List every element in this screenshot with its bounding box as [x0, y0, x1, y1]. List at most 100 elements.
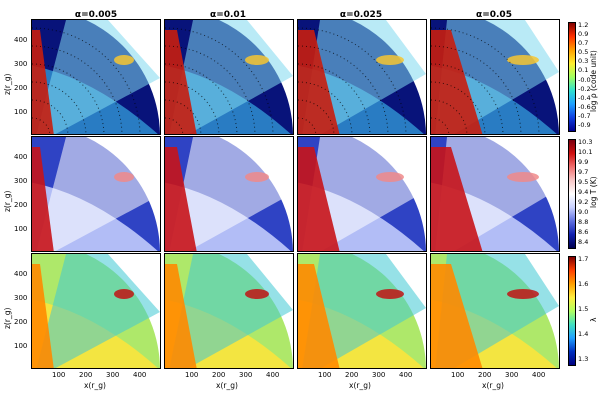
outflow-cone: [36, 137, 160, 251]
jet-region: [165, 147, 197, 251]
panel-temperature-col4: [430, 136, 560, 252]
colorbar-tick-label: 9.5: [578, 178, 589, 186]
streamline-arc: [165, 63, 238, 134]
panel-temperature-col1: [31, 136, 161, 252]
colorbar-tick-label: 0.3: [578, 57, 589, 66]
colorbar-tick-label: 8.4: [578, 238, 589, 246]
colorbar-tick-label: 9.0: [578, 208, 589, 216]
streamline-arc: [32, 63, 105, 134]
panel-density-col2: [164, 19, 294, 135]
column-title-2: α=0.01: [210, 10, 246, 20]
y-tick-label: 200: [14, 201, 28, 209]
streamline-arc: [32, 27, 141, 134]
streamline-arc: [298, 63, 371, 134]
x-tick-label: 100: [451, 371, 465, 379]
streamline-arc: [431, 63, 504, 134]
x-tick-label: 200: [478, 371, 492, 379]
colorbar-tick-label: 8.8: [578, 218, 589, 226]
hotspot-feature: [507, 289, 539, 299]
jet-region: [165, 30, 197, 134]
colorbar-tick-label: 1.6: [578, 280, 589, 288]
jet-region: [32, 30, 54, 134]
panel-lambda-col2: [164, 253, 294, 369]
x-tick-label: 100: [318, 371, 332, 379]
streamline-arc: [32, 99, 69, 134]
colorbar-tick-label: -0.2: [578, 84, 591, 93]
streamline-arc: [298, 27, 407, 134]
hotspot-feature: [245, 172, 269, 182]
colorbar-tick-label: -0.7: [578, 111, 591, 120]
streamline-arc: [298, 99, 335, 134]
colorbar-tick-label: 1.4: [578, 330, 589, 338]
y-tick-label: 400: [14, 153, 28, 161]
colorbar-tick-label: -0.9: [578, 121, 591, 129]
hotspot-feature: [376, 55, 404, 65]
x-tick-label: 100: [185, 371, 199, 379]
outflow-cone: [169, 254, 293, 368]
y-tick-label: 300: [14, 294, 28, 302]
hotspot-feature: [114, 55, 134, 65]
hotspot-feature: [507, 55, 539, 65]
x-tick-label: 200: [79, 371, 93, 379]
colorbar-lambda: [568, 256, 576, 366]
x-tick-label: 300: [239, 371, 253, 379]
colorbar-tick-label: 10.3: [578, 138, 593, 146]
outflow-cone: [36, 20, 160, 134]
y-axis-label-row-2: z(r_g): [3, 190, 12, 212]
colorbar-label-lambda: λ: [589, 317, 598, 322]
colorbar-tick-label: -0.6: [578, 102, 591, 111]
hotspot-feature: [245, 55, 269, 65]
panel-density-col1: [31, 19, 161, 135]
panel-lambda-col4: [430, 253, 560, 369]
hotspot-feature: [376, 172, 404, 182]
jet-region: [32, 264, 54, 368]
x-tick-label: 300: [372, 371, 386, 379]
streamline-arc: [431, 99, 468, 134]
colorbar-tick-label: 0.1: [578, 66, 589, 75]
x-axis-label-3: x(r_g): [349, 381, 371, 390]
colorbar-label-temperature: log T (K): [589, 176, 598, 208]
hotspot-feature: [114, 289, 134, 299]
panel-lambda-col1: [31, 253, 161, 369]
outflow-cone: [169, 137, 293, 251]
column-title-4: α=0.05: [476, 10, 512, 20]
y-axis-label-row-3: z(r_g): [3, 307, 12, 329]
colorbar-tick-label: 1.2: [578, 21, 589, 29]
jet-region: [431, 264, 483, 368]
y-tick-label: 100: [14, 108, 28, 116]
jet-region: [431, 30, 483, 134]
streamline-arc: [431, 27, 540, 134]
jet-region: [32, 147, 54, 251]
streamline-arc: [165, 27, 274, 134]
colorbar-tick-label: 1.3: [578, 355, 589, 363]
colorbar-tick-label: 0.5: [578, 48, 589, 57]
column-title-3: α=0.025: [339, 10, 383, 20]
colorbar-tick-label: 9.2: [578, 198, 589, 206]
x-tick-label: 400: [532, 371, 546, 379]
streamline-arc: [165, 99, 202, 134]
colorbar-density: [568, 22, 576, 132]
colorbar-tick-label: -0.4: [578, 93, 591, 102]
colorbar-tick-label: 9.7: [578, 168, 589, 176]
x-tick-label: 400: [266, 371, 280, 379]
x-tick-label: 400: [133, 371, 147, 379]
panel-temperature-col2: [164, 136, 294, 252]
outflow-cone: [302, 20, 426, 134]
colorbar-tick-label: -0.0: [578, 75, 591, 84]
jet-region: [298, 30, 340, 134]
jet-region: [298, 264, 340, 368]
colorbar-tick-label: 10.1: [578, 148, 593, 156]
x-axis-label-4: x(r_g): [482, 381, 504, 390]
colorbar-tick-label: 0.7: [578, 39, 589, 48]
y-tick-label: 100: [14, 225, 28, 233]
panel-lambda-col3: [297, 253, 427, 369]
x-tick-label: 200: [212, 371, 226, 379]
x-tick-label: 400: [399, 371, 413, 379]
panel-density-col4: [430, 19, 560, 135]
jet-region: [165, 264, 197, 368]
y-tick-label: 400: [14, 270, 28, 278]
y-axis-label-row-1: z(r_g): [3, 73, 12, 95]
hotspot-feature: [376, 289, 404, 299]
outflow-cone: [36, 254, 160, 368]
jet-region: [431, 147, 483, 251]
